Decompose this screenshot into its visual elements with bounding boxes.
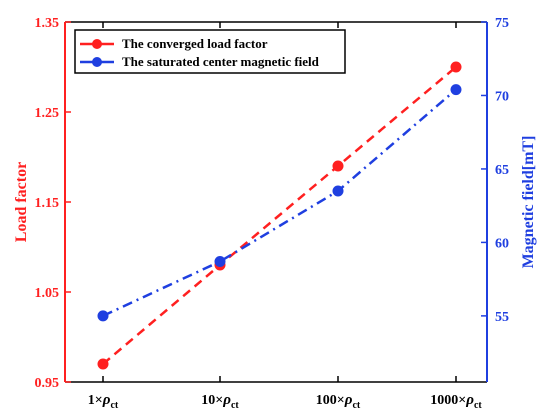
data-point-magnetic-field xyxy=(97,310,109,322)
x-tick-label: 10×ρct xyxy=(201,392,239,411)
series-layer xyxy=(97,61,462,370)
data-point-load-factor xyxy=(97,358,109,370)
legend-label-load-factor: The converged load factor xyxy=(122,36,268,51)
data-point-magnetic-field xyxy=(332,185,344,197)
left-tick-label: 0.95 xyxy=(35,376,60,391)
legend-marker-load-factor xyxy=(92,39,102,49)
legend-box xyxy=(74,29,346,74)
right-tick-label: 65 xyxy=(495,163,509,178)
left-y-axis: 0.95 1.05 1.15 1.25 1.35 xyxy=(35,16,71,391)
data-point-magnetic-field xyxy=(450,84,462,96)
x-tick-label: 1×ρct xyxy=(88,392,119,411)
x-tick-label: 1000×ρct xyxy=(430,392,482,411)
legend-marker-magnetic-field xyxy=(92,57,102,67)
left-tick-label: 1.05 xyxy=(35,286,60,301)
left-tick-label: 1.35 xyxy=(35,16,60,31)
right-axis-label: Magnetic field[mT] xyxy=(520,136,537,269)
right-tick-label: 55 xyxy=(495,310,509,325)
right-tick-label: 75 xyxy=(495,16,509,31)
right-y-axis: 55 60 65 70 75 xyxy=(481,16,509,382)
left-tick-label: 1.25 xyxy=(35,106,60,121)
x-axis: 1×ρct 10×ρct 100×ρct 1000×ρct xyxy=(88,22,482,411)
plot-frame xyxy=(65,21,487,383)
left-axis-label: Load factor xyxy=(13,162,30,242)
series-line-load-factor xyxy=(102,66,457,365)
data-point-load-factor xyxy=(332,160,344,172)
data-point-load-factor xyxy=(450,61,462,73)
data-point-magnetic-field xyxy=(214,256,226,268)
right-tick-label: 70 xyxy=(495,89,509,104)
legend: The converged load factor The saturated … xyxy=(74,29,346,74)
legend-label-magnetic-field: The saturated center magnetic field xyxy=(122,54,320,69)
right-tick-label: 60 xyxy=(495,236,509,251)
x-tick-label: 100×ρct xyxy=(316,392,361,411)
series-line-magnetic-field xyxy=(102,88,457,318)
left-tick-label: 1.15 xyxy=(35,196,60,211)
